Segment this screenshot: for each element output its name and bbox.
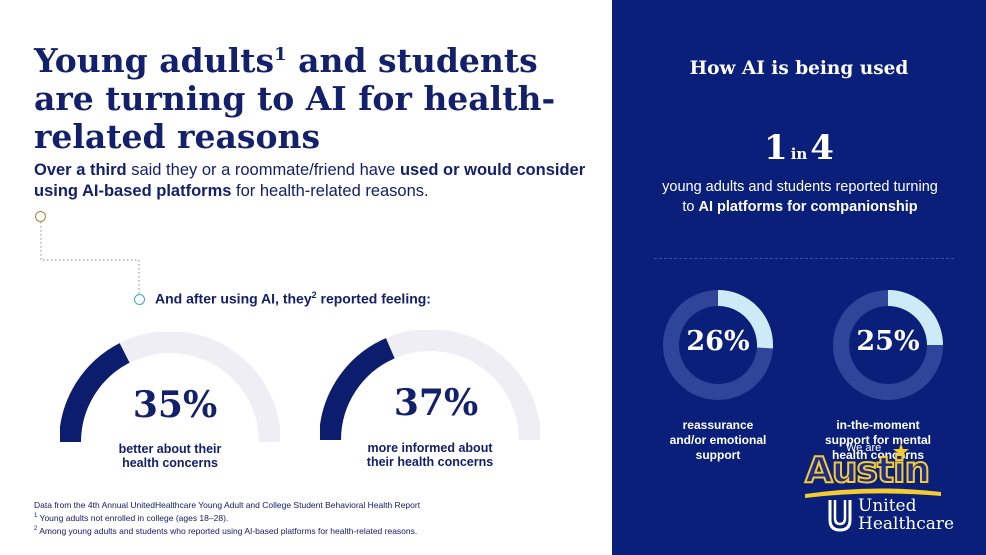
footnotes: Data from the 4th Annual UnitedHealthcar… [34, 500, 420, 537]
uhc-logo-icon [828, 500, 852, 532]
ratio-stat: 1 in4 [764, 128, 834, 168]
ring-value: 26% [686, 326, 750, 357]
right-heading: How AI is being used [689, 58, 909, 79]
gauge-informed [320, 330, 540, 440]
ring-fill [717, 290, 773, 349]
uhc-wordmark: United Healthcare [858, 496, 955, 534]
ratio-description: young adults and students reported turni… [662, 179, 938, 215]
austin-logo: Austin [804, 449, 931, 492]
gauge-label: better about their health concerns [118, 442, 222, 470]
gauge-better [60, 332, 280, 442]
timeline-dot-icon [134, 294, 145, 305]
ring-in-the-moment [833, 290, 943, 400]
divider [654, 258, 954, 259]
ring-label: reassurance and/or emotional support [669, 418, 767, 462]
swoosh-icon [805, 488, 941, 498]
subheading: Over a third said they or a roommate/fri… [34, 161, 586, 200]
ring-fill [887, 290, 943, 346]
timeline-dot-icon [35, 211, 46, 222]
gauge-fill [60, 343, 130, 442]
source-note: Data from the 4th Annual UnitedHealthcar… [34, 500, 421, 510]
we-are-label: We are [846, 442, 882, 454]
after-using-ai-label: And after using AI, they2 reported feeli… [155, 290, 431, 307]
gauge-value: 37% [393, 382, 479, 424]
gauge-label: more informed about their health concerns [366, 441, 494, 469]
footnote-1: 1 Young adults not enrolled in college (… [34, 512, 229, 523]
right-panel: How AI is being used 1 in4 young adults a… [612, 0, 986, 555]
gauge-fill [320, 338, 395, 440]
star-icon [893, 443, 909, 459]
ring-value: 25% [856, 326, 920, 357]
left-panel: Young adults1 and students are turning t… [34, 41, 586, 537]
ring-reassurance [663, 290, 773, 400]
main-heading: Young adults1 and students are turning t… [34, 41, 556, 156]
gauge-value: 35% [132, 384, 218, 426]
footnote-2: 2 Among young adults and students who re… [34, 525, 418, 536]
